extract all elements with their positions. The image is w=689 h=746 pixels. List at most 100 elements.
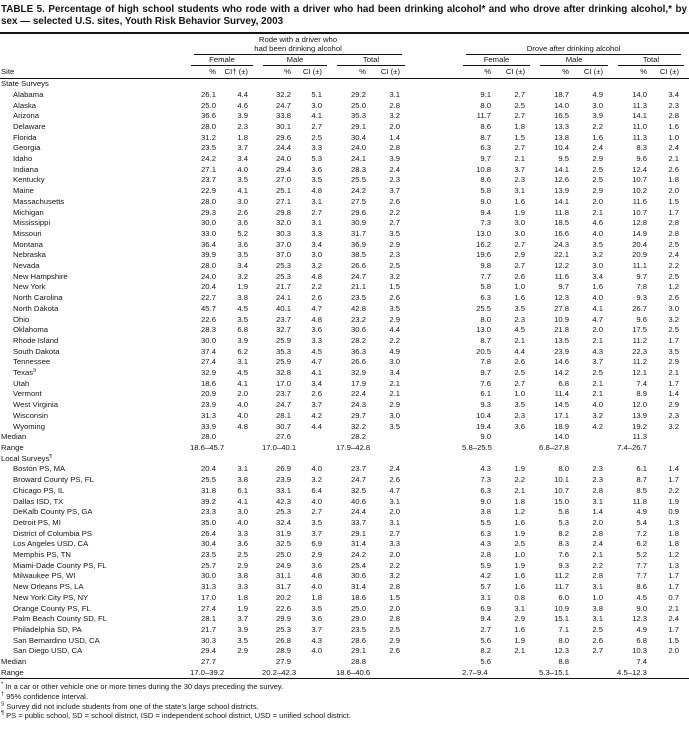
ci-cell: 2.8 bbox=[592, 485, 604, 495]
site-cell: Detroit PS, MI bbox=[13, 517, 61, 527]
pct-cell: 25.3 bbox=[276, 624, 291, 634]
pct-cell: 24.0 bbox=[351, 143, 366, 153]
ci-cell: 2.7 bbox=[514, 378, 526, 388]
table-row: Mississippi 30.0 3.6 32.0 3.1 30.9 2.7 7.3 3.0 18… bbox=[0, 218, 689, 229]
ci-cell: 0.7 bbox=[668, 592, 680, 602]
ci-cell: 3.4 bbox=[237, 261, 248, 271]
ci-cell: 3.5 bbox=[389, 228, 401, 238]
pct-cell: 27.0 bbox=[276, 175, 291, 185]
ci-cell: 2.3 bbox=[514, 314, 526, 324]
ci-cell: 4.8 bbox=[237, 421, 248, 431]
pct-cell: 12.4 bbox=[632, 164, 648, 174]
ci-cell: 2.9 bbox=[389, 314, 401, 324]
ci-cell: 4.3 bbox=[592, 346, 604, 356]
pct-cell: 26.6 bbox=[351, 357, 366, 367]
gutter bbox=[410, 518, 458, 529]
empty-cell bbox=[295, 657, 332, 668]
median-value: 28.8 bbox=[351, 657, 366, 667]
pct-cell: 7.2 bbox=[636, 528, 648, 538]
pct-cell: 9.7 bbox=[636, 271, 648, 281]
pct-cell: 26.7 bbox=[632, 303, 648, 313]
ci-cell: 1.0 bbox=[514, 282, 526, 292]
table-header: Site Rode with a driver who had been dri… bbox=[0, 34, 689, 80]
ci-cell: 3.2 bbox=[668, 314, 680, 324]
pct-cell: 8.5 bbox=[636, 485, 648, 495]
pct-cell: 11.3 bbox=[632, 100, 648, 110]
pct-cell: 15.0 bbox=[554, 496, 570, 506]
gutter bbox=[410, 411, 458, 422]
ci-header: CI† (±) bbox=[220, 65, 258, 80]
pct-cell: 28.3 bbox=[201, 325, 216, 335]
ci-cell: 4.2 bbox=[311, 410, 322, 420]
ci-cell: 6.4 bbox=[311, 485, 322, 495]
gutter bbox=[410, 475, 458, 486]
pct-cell: 22.3 bbox=[632, 346, 648, 356]
pct-cell: 14.1 bbox=[632, 111, 648, 121]
pct-cell: 6.9 bbox=[480, 603, 492, 613]
table-row: Boston PS, MA 20.4 3.1 26.9 4.0 23.7 2.4 4.3 1.9… bbox=[0, 464, 689, 475]
ci-cell: 2.9 bbox=[389, 400, 401, 410]
pct-cell: 17.5 bbox=[632, 325, 648, 335]
ci-cell: 1.8 bbox=[514, 496, 526, 506]
ci-cell: 1.2 bbox=[668, 282, 680, 292]
ci-cell: 3.5 bbox=[389, 303, 401, 313]
gutter bbox=[410, 368, 458, 379]
site-cell: Los Angeles USD, CA bbox=[13, 539, 89, 549]
pct-cell: 29.6 bbox=[276, 132, 291, 142]
pct-cell: 9.3 bbox=[480, 400, 492, 410]
table-row: Wyoming 33.9 4.8 30.7 4.4 32.2 3.5 19.4 3.6 18.9 4… bbox=[0, 422, 689, 433]
site-cell: New York bbox=[13, 282, 46, 292]
table-row: Georgia 23.5 3.7 24.4 3.3 24.0 2.8 6.3 2.7 10.4 2.… bbox=[0, 143, 689, 154]
table-body: State Surveys Alabama 26.1 4.4 32.2 5.1 29.2 3.… bbox=[0, 79, 689, 680]
site-cell: Maine bbox=[13, 186, 34, 196]
ci-cell: 3.6 bbox=[237, 218, 248, 228]
pct-cell: 14.9 bbox=[632, 228, 648, 238]
pct-cell: 9.6 bbox=[636, 314, 648, 324]
ci-cell: 3.1 bbox=[514, 603, 526, 613]
site-cell: Chicago PS, IL bbox=[13, 485, 65, 495]
ci-cell: 3.8 bbox=[237, 571, 248, 581]
site-cell: Palm Beach County SD, FL bbox=[13, 614, 107, 624]
gutter bbox=[410, 111, 458, 122]
ci-cell: 3.5 bbox=[514, 303, 526, 313]
ci-cell: 4.7 bbox=[389, 485, 401, 495]
ci-cell: 2.5 bbox=[389, 261, 401, 271]
ci-cell: 2.8 bbox=[389, 143, 401, 153]
ci-cell: 2.4 bbox=[592, 143, 604, 153]
pct-cell: 25.3 bbox=[276, 271, 291, 281]
ci-cell: 4.3 bbox=[311, 635, 322, 645]
ci-cell: 4.0 bbox=[237, 164, 248, 174]
ci-cell: 2.0 bbox=[592, 517, 604, 527]
site-cell: Texas§ bbox=[13, 368, 37, 378]
pct-cell: 23.9 bbox=[201, 400, 216, 410]
ci-header: CI (±) bbox=[651, 65, 689, 80]
ci-cell: 1.6 bbox=[514, 624, 526, 634]
table-row: District of Columbia PS 26.4 3.3 31.9 3.7 29.… bbox=[0, 529, 689, 540]
ci-cell: 2.8 bbox=[389, 100, 401, 110]
ci-cell: 2.0 bbox=[668, 186, 680, 196]
ci-cell: 2.4 bbox=[668, 614, 680, 624]
ci-cell: 3.9 bbox=[237, 111, 248, 121]
pct-cell: 25.5 bbox=[201, 475, 216, 485]
gutter bbox=[410, 497, 458, 508]
pct-cell: 30.0 bbox=[201, 218, 216, 228]
gutter bbox=[410, 432, 458, 443]
median-value: 5.6 bbox=[480, 657, 492, 667]
pct-cell: 20.5 bbox=[476, 346, 492, 356]
pct-cell: 16.2 bbox=[476, 239, 492, 249]
pct-cell: 27.5 bbox=[351, 196, 366, 206]
ci-cell: 4.7 bbox=[311, 303, 322, 313]
footnote-line: ¶ PS = public school, SD = school distri… bbox=[1, 710, 351, 721]
pct-cell: 24.0 bbox=[201, 271, 216, 281]
ci-cell: 2.0 bbox=[668, 646, 680, 656]
pct-cell: 25.0 bbox=[276, 550, 291, 560]
ci-cell: 4.0 bbox=[592, 400, 604, 410]
pct-cell: 7.3 bbox=[480, 475, 492, 485]
ci-cell: 1.7 bbox=[668, 207, 680, 217]
empty-cell bbox=[370, 432, 410, 443]
ci-cell: 3.5 bbox=[237, 250, 248, 260]
pct-cell: 31.3 bbox=[201, 582, 216, 592]
pct-cell: 6.1 bbox=[636, 464, 648, 474]
range-value: 4.5–12.3 bbox=[613, 667, 689, 680]
footnote-marker: § bbox=[1, 701, 5, 708]
